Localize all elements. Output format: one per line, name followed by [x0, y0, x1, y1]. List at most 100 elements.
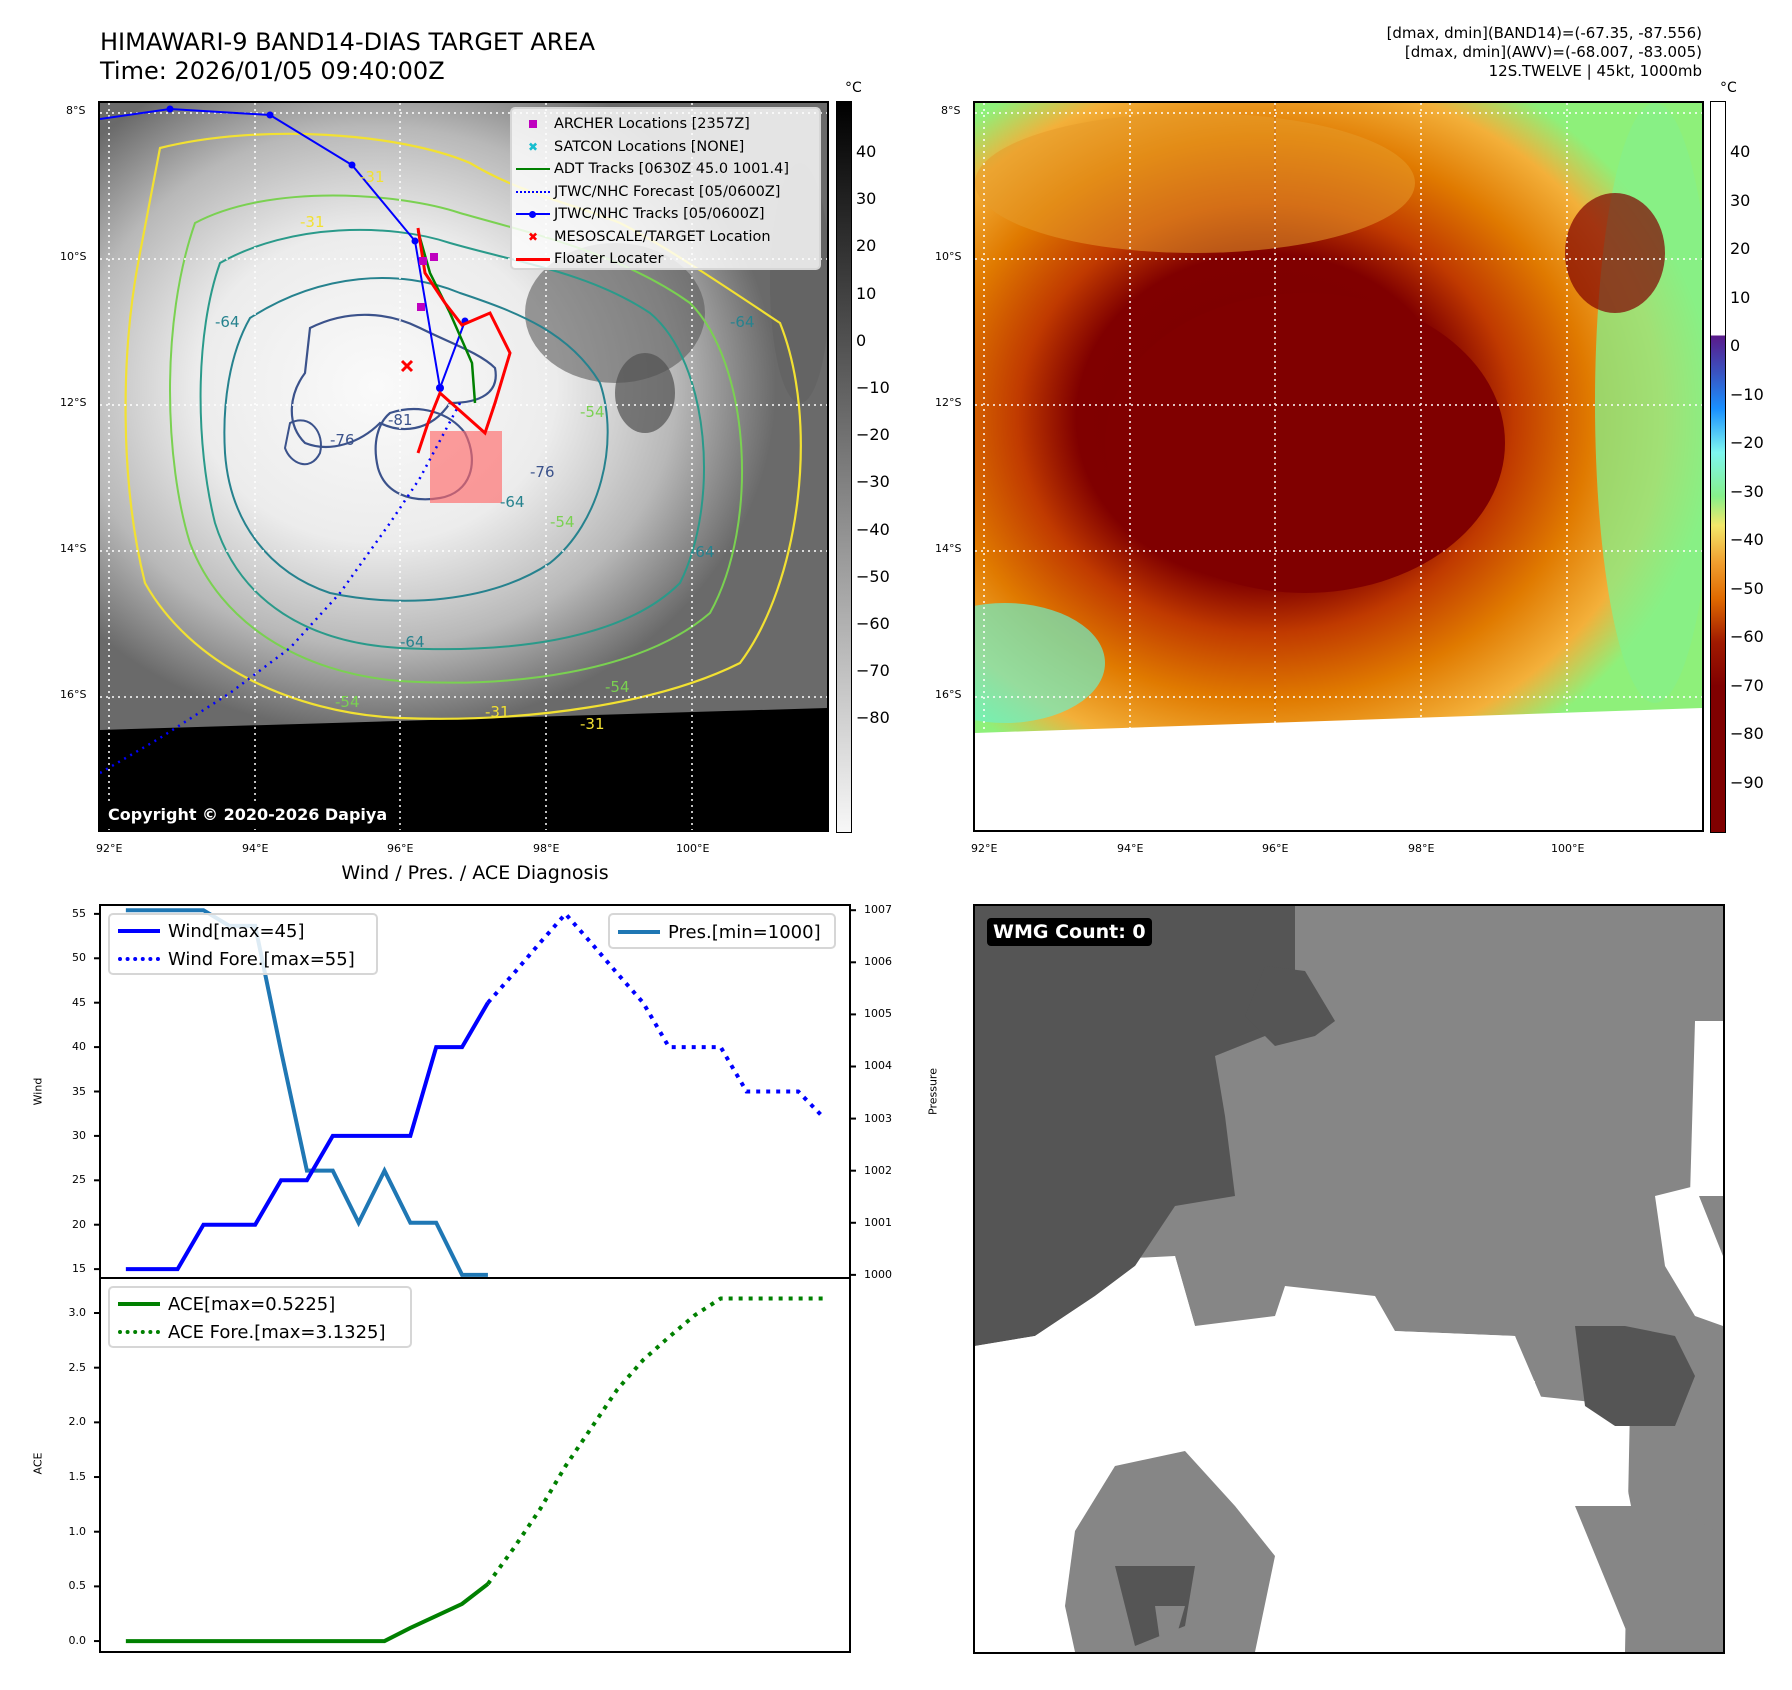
pressure-tick-label: 1002 — [864, 1163, 892, 1177]
contour-label: -64 — [500, 493, 525, 511]
wmg-panel: WMG Count: 0 — [973, 904, 1725, 1654]
ir-map-panel: -76 -81 -64 -64 -31 -31 -64 -64 -54 -64 … — [98, 101, 829, 832]
legend-item-jtwc-forecast: JTWC/NHC Forecast [05/0600Z] — [512, 181, 819, 204]
ace-tick-label: 0.0 — [68, 1634, 87, 1648]
contour-label: -54 — [580, 403, 605, 421]
colorbar-tick: −20 — [856, 425, 890, 445]
solid-line-icon — [512, 158, 554, 181]
colorbar-tick: −30 — [856, 472, 890, 492]
wind-tick-label: 25 — [72, 1173, 86, 1187]
diagnosis-title: Wind / Pres. / ACE Diagnosis — [341, 862, 609, 884]
colorbar-tick: −10 — [856, 378, 890, 397]
lon-label: 98°E — [533, 842, 560, 855]
colorbar-tick: 0 — [1730, 336, 1741, 355]
lat-label: 14°S — [935, 542, 962, 555]
colorbar-tick: 40 — [856, 142, 877, 161]
wind-forecast-line — [486, 910, 826, 1120]
lon-label: 94°E — [242, 842, 269, 855]
contour-label: -54 — [550, 513, 575, 531]
wind-tick-label: 40 — [72, 1040, 86, 1054]
pressure-legend: Pres.[min=1000] — [608, 913, 836, 949]
contour-label: -64 — [215, 313, 240, 331]
contour-label: -76 — [330, 431, 355, 449]
solid-line-icon — [512, 248, 554, 271]
lon-label: 92°E — [971, 842, 998, 855]
pressure-tick-label: 1004 — [864, 1059, 892, 1073]
colorbar-tick: −80 — [856, 708, 890, 728]
pressure-tick-label: 1000 — [864, 1267, 892, 1281]
solid-line-icon — [110, 929, 168, 933]
colorbar-unit: °C — [845, 80, 862, 96]
ace-tick-label: 1.0 — [68, 1524, 87, 1538]
wind-legend: Wind[max=45] Wind Fore.[max=55] — [108, 913, 378, 975]
diagnosis-chart — [94, 904, 856, 1653]
ace-tick-label: 1.5 — [68, 1470, 87, 1484]
colorbar-tick: −10 — [1730, 384, 1764, 404]
lon-label: 92°E — [96, 842, 123, 855]
colorbar-tick: −20 — [1730, 433, 1764, 452]
awv-map-image — [975, 103, 1702, 830]
ace-legend: ACE[max=0.5225] ACE Fore.[max=3.1325] — [108, 1286, 412, 1348]
pressure-tick-label: 1006 — [864, 955, 892, 969]
wind-tick-label: 30 — [72, 1128, 86, 1142]
ir-colorbar — [836, 101, 852, 833]
x-marker-icon: ✖ — [527, 229, 539, 244]
contour-label: -81 — [388, 411, 413, 429]
lat-label: 8°S — [66, 104, 86, 117]
lat-label: 10°S — [935, 250, 962, 263]
ace-tick-label: 2.0 — [68, 1415, 87, 1429]
contour-label: -64 — [400, 633, 425, 651]
contour-label: -64 — [730, 313, 755, 331]
lat-label: 14°S — [60, 542, 87, 555]
ace-tick-label: 0.5 — [68, 1579, 87, 1593]
pressure-tick-label: 1001 — [864, 1215, 892, 1229]
pressure-tick-label: 1007 — [864, 903, 892, 917]
colorbar-tick: 40 — [1730, 142, 1751, 161]
lat-label: 12°S — [935, 396, 962, 409]
contour-label: -31 — [360, 168, 385, 186]
awv-stats: [dmax, dmin](AWV)=(-68.007, -83.005) — [1404, 43, 1702, 61]
lon-label: 96°E — [387, 842, 414, 855]
solid-line-icon — [610, 930, 668, 934]
legend-item-wind: Wind[max=45] — [110, 917, 376, 945]
wmg-count-badge: WMG Count: 0 — [987, 918, 1152, 946]
lon-label: 98°E — [1408, 842, 1435, 855]
figure-time: Time: 2026/01/05 09:40:00Z — [100, 57, 445, 85]
contour-label: -76 — [530, 463, 555, 481]
lat-label: 12°S — [60, 396, 87, 409]
colorbar-unit: °C — [1720, 80, 1737, 96]
colorbar-tick: −40 — [1730, 530, 1764, 549]
square-marker-icon — [512, 113, 554, 136]
wind-tick-label: 15 — [72, 1262, 86, 1276]
colorbar-tick: 10 — [856, 283, 877, 303]
colorbar-tick: 30 — [856, 189, 877, 209]
storm-info: 12S.TWELVE | 45kt, 1000mb — [1488, 62, 1702, 80]
colorbar-tick: −50 — [1730, 578, 1764, 598]
lat-label: 16°S — [60, 688, 87, 701]
wind-tick-label: 55 — [72, 906, 86, 920]
wind-axis-label: Wind — [31, 1077, 45, 1106]
wind-tick-label: 20 — [72, 1217, 86, 1231]
colorbar-tick: −40 — [856, 519, 890, 539]
lon-label: 94°E — [1117, 842, 1144, 855]
contour-label: -31 — [580, 715, 605, 733]
legend-item-mesoscale: ✖ MESOSCALE/TARGET Location — [512, 226, 819, 249]
ace-tick-label: 3.0 — [68, 1305, 87, 1319]
pressure-axis-label: Pressure — [926, 1068, 940, 1115]
colorbar-tick: −50 — [856, 566, 890, 586]
pressure-tick-label: 1005 — [864, 1007, 892, 1021]
wind-tick-label: 45 — [72, 995, 86, 1009]
legend-item-jtwc-tracks: JTWC/NHC Tracks [05/0600Z] — [512, 203, 819, 226]
contour-label: -31 — [300, 213, 325, 231]
awv-colorbar — [1710, 101, 1726, 833]
band14-stats: [dmax, dmin](BAND14)=(-67.35, -87.556) — [1386, 24, 1702, 42]
figure-title: HIMAWARI-9 BAND14-DIAS TARGET AREA — [100, 28, 596, 56]
colorbar-tick: 0 — [856, 330, 867, 350]
colorbar-tick: −70 — [856, 661, 890, 681]
wind-tick-label: 35 — [72, 1084, 86, 1098]
colorbar-tick: −30 — [1730, 481, 1764, 501]
ace-forecast-line — [486, 1296, 825, 1586]
colorbar-tick: 30 — [1730, 190, 1751, 210]
legend-item-floater: Floater Locater — [512, 248, 819, 271]
dotted-line-icon — [110, 1330, 168, 1334]
